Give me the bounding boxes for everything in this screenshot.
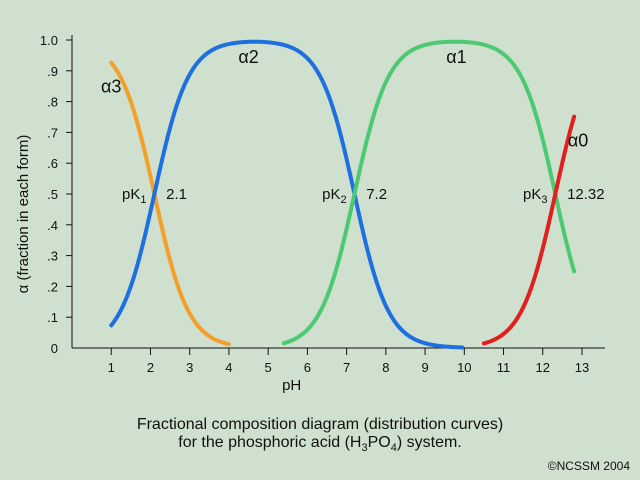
y-axis-title: α (fraction in each form) bbox=[15, 135, 32, 294]
pk-value-3: 12.32 bbox=[567, 186, 605, 203]
x-tick-label: 6 bbox=[304, 360, 311, 375]
x-tick-label: 8 bbox=[382, 360, 389, 375]
x-tick-label: 4 bbox=[225, 360, 232, 375]
y-tick-label: 1.0 bbox=[40, 33, 58, 48]
caption-line-2-sub-4: 4 bbox=[390, 442, 397, 455]
pk-value-2: 7.2 bbox=[366, 186, 387, 203]
y-tick-label: .4 bbox=[47, 218, 58, 233]
y-tick-label: .1 bbox=[47, 310, 58, 325]
series-α0-line bbox=[481, 114, 577, 346]
x-tick-label: 11 bbox=[497, 360, 511, 375]
caption-line-2-prefix: for the phosphoric acid (H bbox=[178, 434, 362, 451]
y-tick-label: .5 bbox=[47, 187, 58, 202]
pk-label-base: pK bbox=[523, 186, 541, 203]
pk-label-1: pK1 bbox=[122, 186, 146, 206]
series-label-α3: α3 bbox=[101, 76, 121, 96]
y-tick-label: .8 bbox=[47, 95, 58, 110]
x-tick-label: 5 bbox=[265, 360, 272, 375]
caption-line-2-suffix: ) system. bbox=[396, 434, 462, 451]
y-tick-label: .2 bbox=[47, 279, 58, 294]
pk-label-subscript: 3 bbox=[541, 194, 547, 206]
x-tick-label: 9 bbox=[421, 360, 428, 375]
copyright-notice: ©NCSSM 2004 bbox=[547, 459, 630, 473]
curves bbox=[109, 39, 577, 350]
x-axis-title: pH bbox=[282, 377, 301, 394]
y-tick-label: .6 bbox=[47, 156, 58, 171]
pk-label-3: pK3 bbox=[523, 186, 547, 206]
pk-value-1: 2.1 bbox=[166, 186, 187, 203]
series-α3-line bbox=[109, 60, 231, 347]
x-tick-label: 13 bbox=[575, 360, 589, 375]
axes: 0.1.2.3.4.5.6.7.8.91.01 2 3 4 5 6 7 8 9 10 11 12 13p… bbox=[15, 33, 605, 394]
y-tick-label: .7 bbox=[47, 125, 58, 140]
x-tick-label: 12 bbox=[536, 360, 550, 375]
series-α1-line bbox=[281, 39, 577, 346]
x-tick-label: 3 bbox=[186, 360, 193, 375]
caption-line-2: for the phosphoric acid (H3PO4) system. bbox=[0, 433, 640, 458]
series-label-α2: α2 bbox=[238, 47, 258, 67]
series-label-α1: α1 bbox=[446, 47, 466, 67]
series-α2-line bbox=[109, 39, 465, 350]
pk-label-subscript: 2 bbox=[340, 194, 346, 206]
series-label-α0: α0 bbox=[568, 130, 588, 150]
x-tick-label: 10 bbox=[457, 360, 471, 375]
y-tick-label: .9 bbox=[47, 64, 58, 79]
caption-line-1: Fractional composition diagram (distribu… bbox=[136, 416, 504, 433]
pk-label-2: pK2 bbox=[322, 186, 346, 206]
pk-label-base: pK bbox=[322, 186, 340, 203]
pk-label-base: pK bbox=[122, 186, 140, 203]
x-tick-label: 7 bbox=[343, 360, 350, 375]
y-tick-label: .3 bbox=[47, 249, 58, 264]
caption-line-2-sub-3: 3 bbox=[361, 442, 368, 455]
x-tick-label: 1 bbox=[108, 360, 115, 375]
y-tick-label: 0 bbox=[51, 341, 58, 356]
x-tick-label: 2 bbox=[147, 360, 154, 375]
pk-label-subscript: 1 bbox=[140, 194, 146, 206]
caption-line-2-mid: PO bbox=[367, 434, 391, 451]
